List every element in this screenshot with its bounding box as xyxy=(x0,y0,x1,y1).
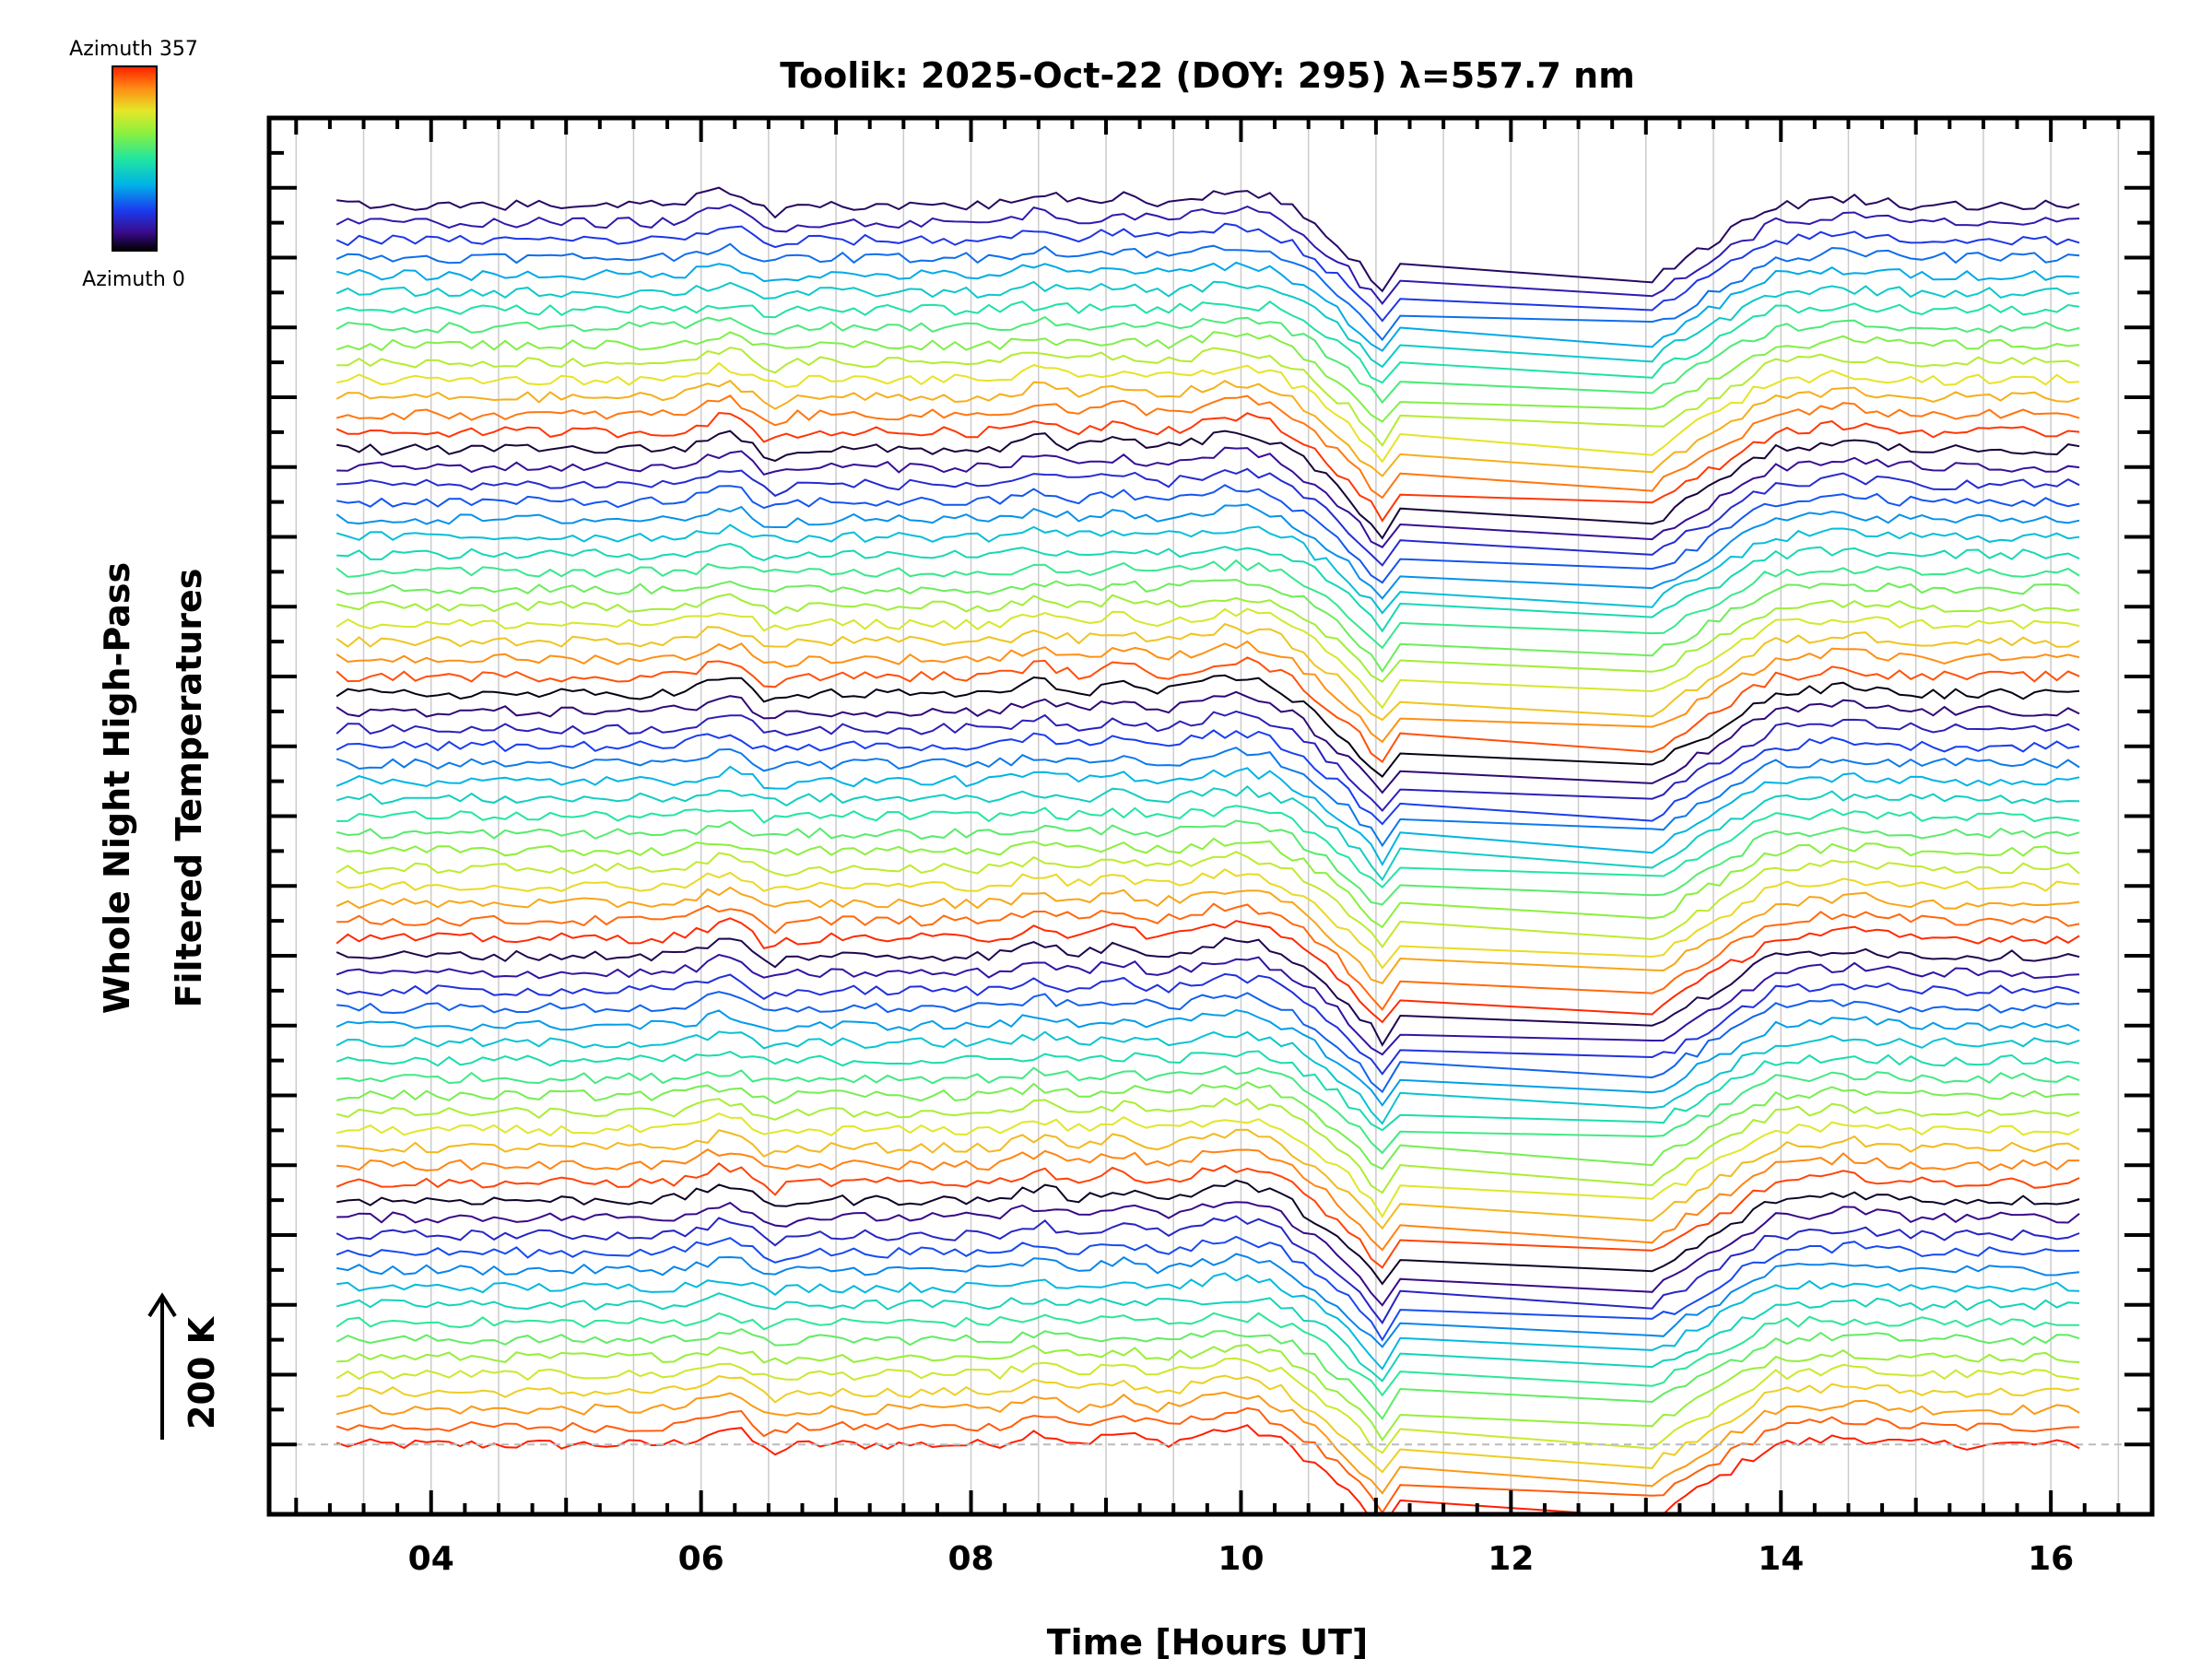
series-line xyxy=(335,331,2080,423)
series-line xyxy=(335,593,2080,683)
series-line xyxy=(335,972,2080,1076)
series-line xyxy=(336,1272,2080,1371)
series-line xyxy=(335,747,2080,848)
series-line xyxy=(335,1112,2080,1218)
series-line xyxy=(335,819,2080,906)
series-line xyxy=(335,1161,2080,1269)
series-line xyxy=(335,524,2080,615)
series-line xyxy=(335,1292,2080,1382)
series-line xyxy=(335,1215,2080,1325)
y-axis-label-line2: Filtered Temperatures xyxy=(169,569,209,1008)
series-line xyxy=(336,467,2080,567)
series-line xyxy=(335,1327,2080,1421)
series-line xyxy=(336,1344,2080,1442)
series-line xyxy=(335,640,2080,744)
series-line xyxy=(335,280,2080,369)
series-line xyxy=(335,936,2080,1047)
series-line xyxy=(336,805,2080,889)
series-line xyxy=(335,784,2080,882)
series-line xyxy=(335,1030,2080,1125)
series-line xyxy=(336,542,2080,633)
series-line xyxy=(335,379,2080,477)
series-line xyxy=(335,690,2080,794)
series-line xyxy=(335,1050,2080,1132)
series-line xyxy=(335,674,2080,779)
series-line xyxy=(335,1097,2080,1194)
scale-arrow xyxy=(147,1292,177,1440)
series-line xyxy=(335,867,2080,970)
series-line xyxy=(335,886,2080,984)
series-line xyxy=(336,186,2080,293)
series-line xyxy=(335,710,2080,812)
series-line xyxy=(336,484,2080,584)
series-line xyxy=(335,607,2080,710)
series-line xyxy=(335,1312,2080,1397)
x-tick-label: 16 xyxy=(2028,1540,2074,1578)
series-line xyxy=(336,902,2080,1011)
series-line xyxy=(335,1391,2080,1495)
series-line xyxy=(336,1128,2080,1230)
series-line xyxy=(335,622,2080,722)
series-line xyxy=(335,411,2080,523)
series-line xyxy=(335,1008,2080,1107)
series-line xyxy=(335,917,2080,1024)
series-line xyxy=(336,446,2080,548)
axis-ticks xyxy=(269,118,2152,1514)
series-line xyxy=(335,1081,2080,1171)
x-axis-label: Time [Hours UT] xyxy=(1047,1622,1369,1659)
series-line xyxy=(335,261,2080,352)
series-line xyxy=(336,1148,2080,1252)
series-line xyxy=(335,765,2080,867)
series-line xyxy=(335,503,2080,600)
series-line xyxy=(335,1424,2080,1514)
series-line xyxy=(335,1357,2080,1454)
x-tick-label: 08 xyxy=(947,1540,994,1578)
scale-label: 200 K xyxy=(182,1315,222,1430)
vertical-gridlines xyxy=(295,118,2120,1514)
x-tick-label: 14 xyxy=(1758,1540,1804,1578)
x-tick-labels: 04 06 08 10 12 14 16 xyxy=(408,1540,2075,1578)
colorbar-top-label: Azimuth 357 xyxy=(69,38,198,61)
x-tick-label: 12 xyxy=(1488,1540,1534,1578)
series-line xyxy=(336,1065,2080,1155)
series-line xyxy=(335,1235,2080,1342)
chart-title: Toolik: 2025-Oct-22 (DOY: 295) λ=557.7 n… xyxy=(780,55,1635,96)
series-line xyxy=(335,837,2080,929)
series-line xyxy=(335,1406,2080,1514)
series-line xyxy=(336,1201,2080,1307)
series-line xyxy=(335,300,2080,384)
x-tick-label: 10 xyxy=(1218,1540,1264,1578)
series-line xyxy=(335,394,2080,500)
series-line xyxy=(335,204,2080,306)
y-axis-label-line1: Whole Night High-Pass xyxy=(97,562,137,1014)
series-line xyxy=(335,656,2080,764)
series-line xyxy=(335,851,2080,948)
series-line xyxy=(335,559,2080,650)
series-line xyxy=(335,578,2080,674)
series-line xyxy=(336,1374,2080,1474)
x-tick-label: 04 xyxy=(408,1540,454,1578)
series-lines xyxy=(335,186,2080,1514)
series-line xyxy=(335,222,2080,323)
series-line xyxy=(335,315,2080,405)
series-line xyxy=(335,361,2080,464)
series-line xyxy=(336,429,2080,540)
colorbar-bottom-label: Azimuth 0 xyxy=(82,268,185,291)
colorbar xyxy=(112,65,158,252)
series-line xyxy=(336,347,2080,448)
series-line xyxy=(335,953,2080,1056)
series-line xyxy=(336,991,2080,1094)
series-line xyxy=(335,729,2080,826)
series-line xyxy=(335,242,2080,342)
series-line xyxy=(336,1179,2080,1286)
x-tick-label: 06 xyxy=(678,1540,724,1578)
series-line xyxy=(336,1253,2080,1348)
